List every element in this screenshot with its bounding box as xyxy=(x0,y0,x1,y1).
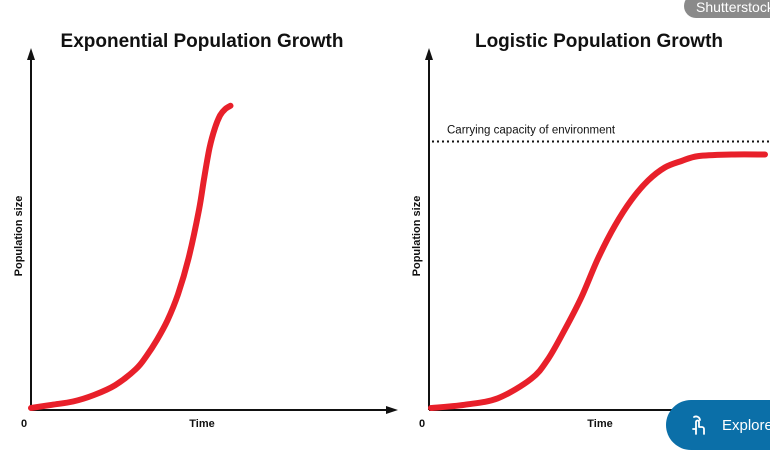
exponential-origin-label: 0 xyxy=(21,418,27,430)
watermark-text: Shutterstock xyxy=(696,0,770,15)
exponential-y-axis-label: Population size xyxy=(13,196,25,277)
charts-canvas: Exponential Population Growth 0 Time Pop… xyxy=(13,31,770,430)
logistic-y-axis-arrow xyxy=(425,48,433,60)
carrying-capacity-label: Carrying capacity of environment xyxy=(447,125,616,137)
exponential-chart: Exponential Population Growth 0 Time Pop… xyxy=(13,31,398,430)
explore-button[interactable]: Explore xyxy=(666,400,770,450)
explore-button-label: Explore xyxy=(722,416,770,434)
exponential-chart-title: Exponential Population Growth xyxy=(61,31,344,52)
exponential-y-axis-arrow xyxy=(27,48,35,60)
logistic-growth-curve xyxy=(428,151,768,411)
exponential-growth-curve xyxy=(28,102,234,411)
exponential-x-axis-label: Time xyxy=(189,418,214,430)
touch-icon xyxy=(686,414,708,436)
logistic-x-axis-label: Time xyxy=(587,418,612,430)
watermark-badge: Shutterstock xyxy=(684,0,770,18)
logistic-chart: Logistic Population Growth 0 Time Popula… xyxy=(411,31,770,430)
logistic-origin-label: 0 xyxy=(419,418,425,430)
logistic-y-axis-label: Population size xyxy=(411,196,423,277)
logistic-chart-title: Logistic Population Growth xyxy=(475,31,723,52)
exponential-x-axis-arrow xyxy=(386,406,398,414)
